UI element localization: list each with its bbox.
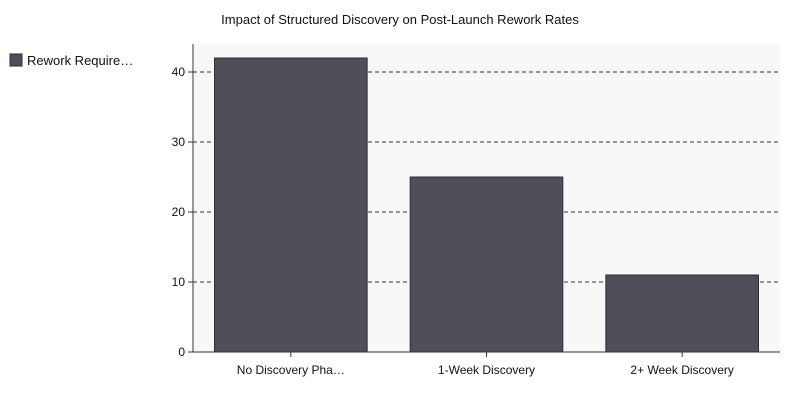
bar: [214, 57, 368, 353]
y-tick-label: 20: [172, 205, 186, 219]
chart-title: Impact of Structured Discovery on Post-L…: [221, 12, 579, 27]
axes: 0 10 20 30 40 No Discovery Pha… 1-Week Discove…: [172, 44, 780, 377]
y-tick-label: 0: [178, 345, 185, 359]
y-tick-label: 30: [172, 135, 186, 149]
bar: [605, 274, 759, 353]
bar: [409, 176, 564, 353]
bars: [214, 57, 759, 353]
x-tick-label: 1-Week Discovery: [438, 363, 535, 377]
legend-swatch: [9, 53, 23, 67]
y-tick-label: 10: [172, 275, 186, 289]
legend: Rework Require…: [9, 53, 133, 68]
x-tick-label: 2+ Week Discovery: [630, 363, 733, 377]
x-tick-label: No Discovery Pha…: [237, 363, 345, 377]
legend-label: Rework Require…: [27, 53, 133, 68]
y-tick-label: 40: [172, 65, 186, 79]
